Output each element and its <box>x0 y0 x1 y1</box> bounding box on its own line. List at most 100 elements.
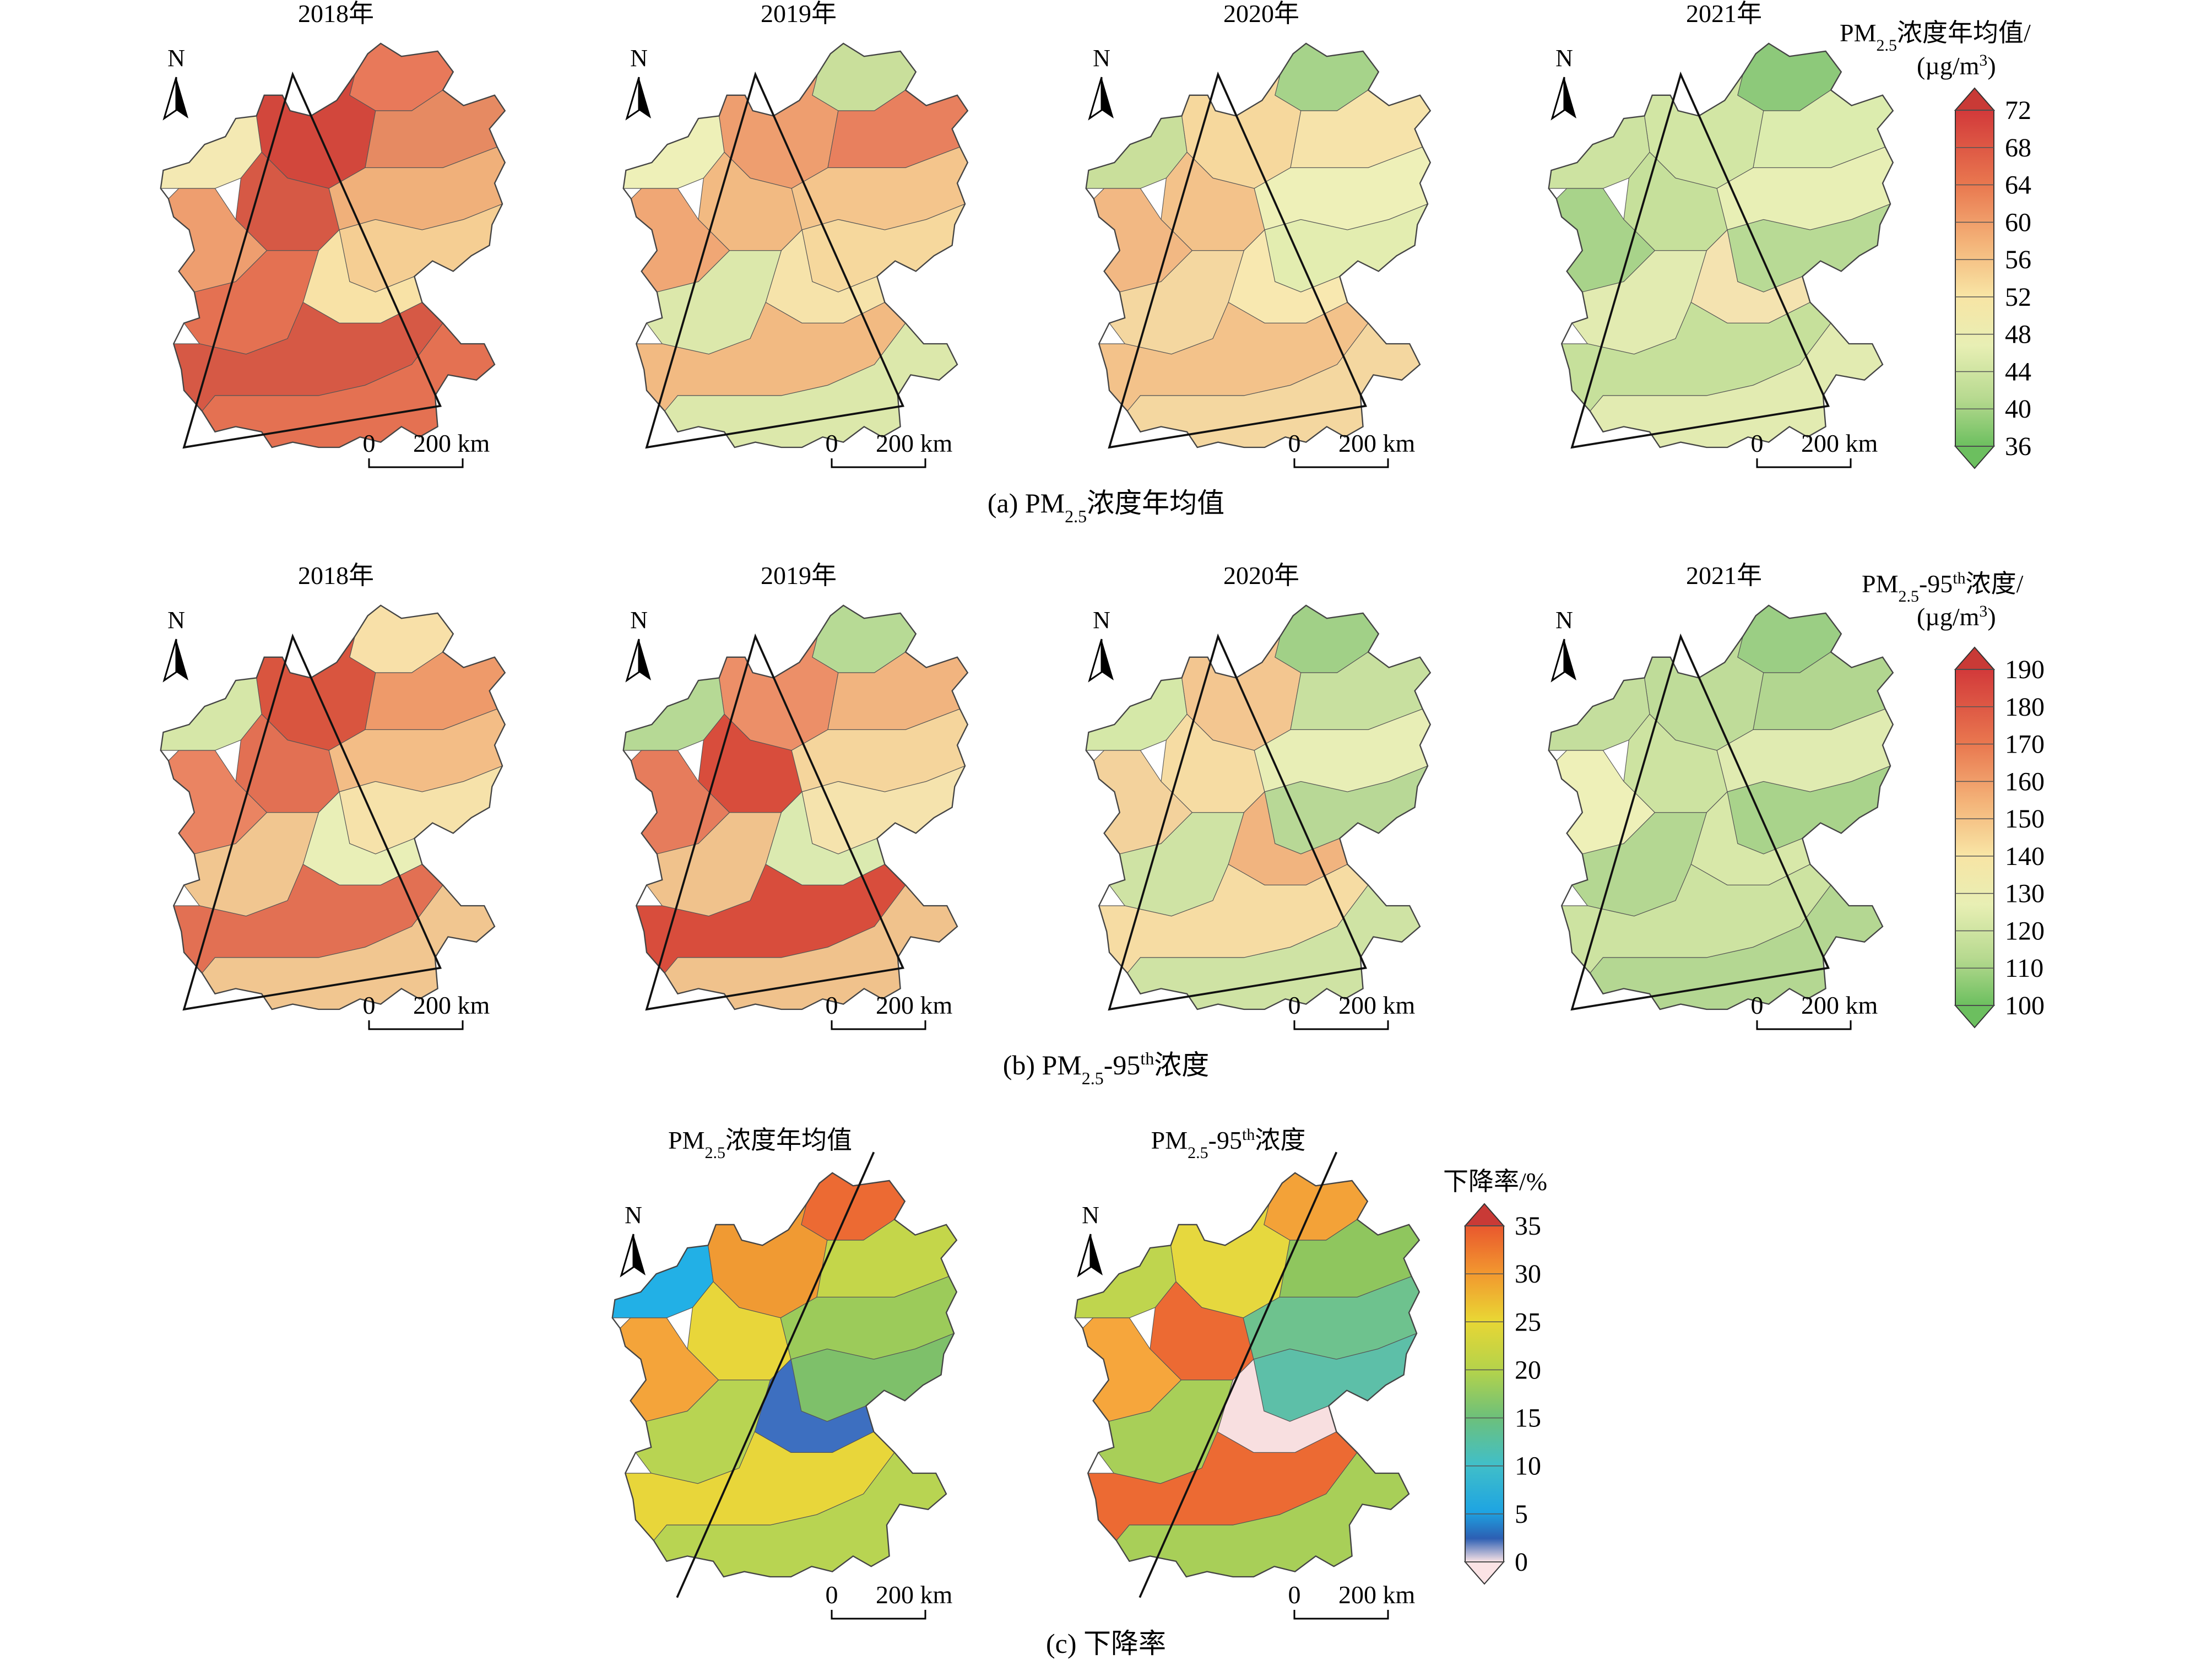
legend-tick: 110 <box>2005 954 2043 983</box>
triangle-overlay <box>1108 71 1368 449</box>
map-outline <box>1085 42 1432 448</box>
map-c2-title: PM2.5-95th浓度 <box>1151 1126 1306 1162</box>
north-arrow-icon: N <box>625 607 651 683</box>
legend-tick: 130 <box>2005 879 2045 908</box>
legend-tick: 64 <box>2005 171 2031 200</box>
map-outline <box>1548 604 1894 1010</box>
triangle-overlay <box>1570 71 1830 449</box>
map-b-2020 <box>1085 604 1432 1011</box>
legend-tick: 56 <box>2005 245 2031 274</box>
legend-tick: 140 <box>2005 842 2045 871</box>
legend-tick: 180 <box>2005 693 2045 722</box>
legend-tick: 120 <box>2005 916 2045 945</box>
scale-bar: 0 200 km <box>1288 429 1416 468</box>
legend-c: 下降率/% 35 30 25 20 15 10 5 0 <box>1443 1167 1547 1585</box>
scale-zero: 0 <box>363 429 376 457</box>
scale-zero: 0 <box>1751 429 1764 457</box>
legend-tick: 25 <box>1515 1307 1541 1337</box>
map-outline <box>1085 604 1432 1010</box>
map-a-2020 <box>1085 42 1432 449</box>
scale-value: 200 km <box>413 429 490 457</box>
map-year-title: 2018年 <box>298 0 374 28</box>
scale-value: 200 km <box>1338 1581 1416 1609</box>
legend-tick: 44 <box>2005 357 2031 386</box>
scale-value: 200 km <box>1801 429 1878 457</box>
north-arrow-icon: N <box>625 45 651 121</box>
legend-colorbar <box>1955 669 1994 1006</box>
north-label: N <box>630 45 648 72</box>
legend-a: PM2.5浓度年均值/(µg/m3) 72 68 64 60 56 52 48 44 40 36 <box>1840 19 2031 469</box>
map-year-title: 2019年 <box>761 0 837 28</box>
map-year-title: 2018年 <box>298 561 374 590</box>
scale-zero: 0 <box>826 991 838 1019</box>
north-arrow-icon: N <box>162 45 188 121</box>
scale-zero: 0 <box>1288 1581 1301 1609</box>
north-label: N <box>630 607 648 634</box>
north-arrow-icon: N <box>1550 607 1576 683</box>
map-outline <box>611 1172 958 1578</box>
map-outline <box>622 604 969 1010</box>
legend-tick: 72 <box>2005 96 2031 125</box>
scale-zero: 0 <box>1288 991 1301 1019</box>
legend-tick: 40 <box>2005 394 2031 424</box>
north-label: N <box>167 607 185 634</box>
north-arrow-icon: N <box>162 607 188 683</box>
scale-value: 200 km <box>876 429 953 457</box>
scale-bar: 0 200 km <box>1751 991 1878 1030</box>
map-outline <box>160 42 506 448</box>
map-outline <box>1548 42 1894 448</box>
north-label: N <box>1555 607 1573 634</box>
legend-tick: 30 <box>1515 1259 1541 1289</box>
scale-bar: 0 200 km <box>1751 429 1878 468</box>
north-arrow-icon: N <box>1550 45 1576 121</box>
legend-tick: 20 <box>1515 1355 1541 1385</box>
map-a-2021 <box>1548 42 1894 449</box>
scale-value: 200 km <box>413 991 490 1019</box>
north-label: N <box>167 45 185 72</box>
triangle-overlay <box>645 71 905 449</box>
legend-tick: 60 <box>2005 208 2031 237</box>
legend-a-unit: (µg/m3) <box>1917 51 1996 80</box>
triangle-overlay <box>645 633 905 1011</box>
legend-tick: 52 <box>2005 283 2031 312</box>
map-year-title: 2019年 <box>761 561 837 590</box>
scale-zero: 0 <box>1288 429 1301 457</box>
scale-value: 200 km <box>1338 429 1416 457</box>
map-outline <box>1074 1172 1421 1578</box>
legend-a-title: PM2.5浓度年均值/ <box>1840 19 2031 55</box>
scale-zero: 0 <box>826 1581 838 1609</box>
legend-tick: 10 <box>1515 1452 1541 1481</box>
legend-tick: 150 <box>2005 804 2045 834</box>
north-arrow-icon: N <box>1077 1202 1103 1278</box>
north-arrow-icon: N <box>1088 45 1114 121</box>
triangle-overlay <box>182 71 442 449</box>
legend-tick: 35 <box>1515 1212 1541 1241</box>
map-a-2019 <box>622 42 969 449</box>
map-b-2019 <box>622 604 969 1011</box>
legend-tick: 160 <box>2005 767 2045 796</box>
scale-bar: 0 200 km <box>363 991 490 1030</box>
legend-c-title: 下降率/% <box>1443 1167 1547 1196</box>
scale-bar: 0 200 km <box>363 429 490 468</box>
map-b-2018 <box>160 604 506 1011</box>
north-label: N <box>1093 607 1110 634</box>
map-year-title: 2020年 <box>1223 0 1299 28</box>
map-year-title: 2020年 <box>1223 561 1299 590</box>
map-c1-title: PM2.5浓度年均值 <box>668 1126 852 1162</box>
scale-value: 200 km <box>1801 991 1878 1019</box>
triangle-overlay <box>182 633 442 1011</box>
scale-value: 200 km <box>1338 991 1416 1019</box>
legend-tick: 0 <box>1515 1548 1528 1577</box>
map-year-title: 2021年 <box>1686 561 1762 590</box>
triangle-overlay <box>1108 633 1368 1011</box>
legend-b-unit: (µg/m3) <box>1917 602 1996 631</box>
legend-tick: 68 <box>2005 133 2031 163</box>
divider-line <box>1138 1151 1338 1598</box>
scale-bar: 0 200 km <box>826 1581 953 1620</box>
scale-bar: 0 200 km <box>1288 1581 1416 1620</box>
row-c-caption: (c) 下降率 <box>1046 1628 1166 1659</box>
legend-tick: 190 <box>2005 655 2045 684</box>
scale-bar: 0 200 km <box>826 429 953 468</box>
legend-tick: 48 <box>2005 320 2031 349</box>
